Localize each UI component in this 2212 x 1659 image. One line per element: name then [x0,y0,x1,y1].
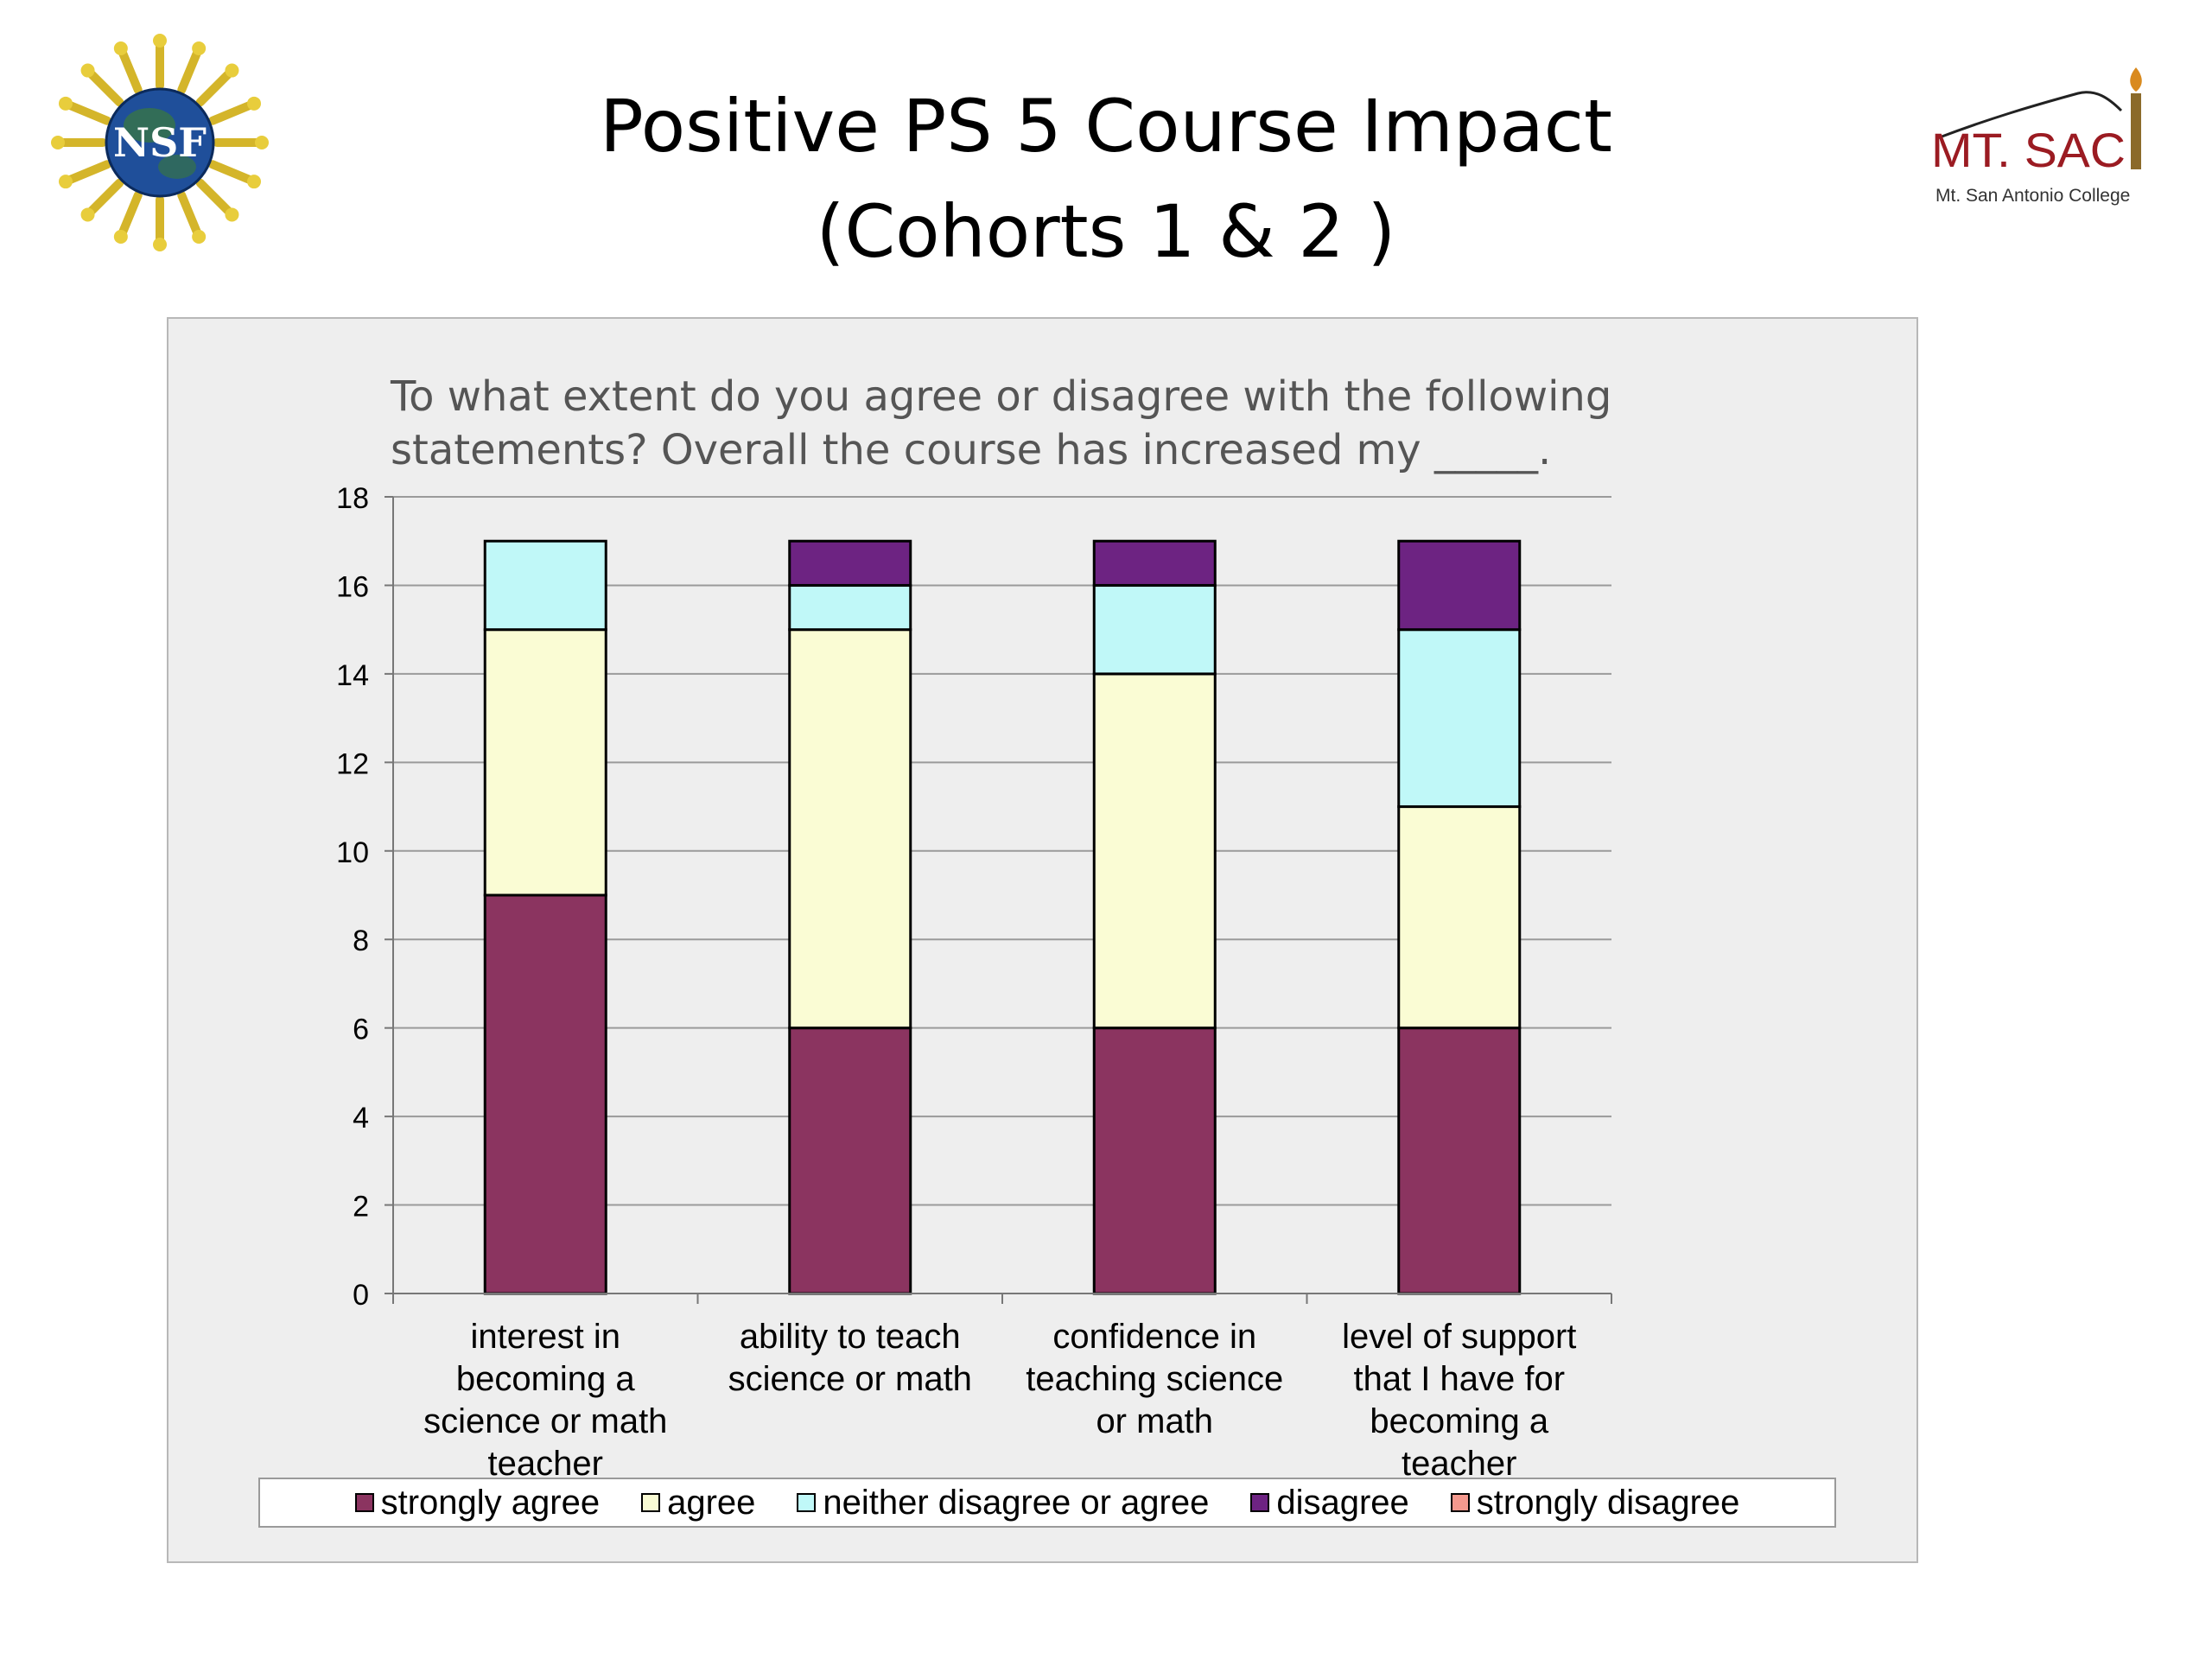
y-tick-label: 12 [336,747,369,780]
bar-segment-disagree [788,539,912,587]
legend-label: strongly disagree [1476,1483,1740,1522]
bar-segment-agree [483,628,607,897]
bar-segment-strongly-agree [483,893,607,1295]
y-tick-label: 4 [353,1102,369,1135]
mtsac-logo-subtext: Mt. San Antonio College [1936,186,2130,206]
slide-title-line-2: (Cohorts 1 & 2 ) [816,189,1396,274]
y-axis-ticks: 0 2 4 6 8 10 12 14 16 18 [336,482,393,1312]
legend-label: agree [667,1483,756,1522]
legend-item: strongly agree [354,1483,601,1522]
bar-segment-neither-disagree-or-agree [483,539,607,632]
bar-segment-strongly-agree [1092,1027,1217,1295]
bars [483,539,1522,1295]
mtsac-logo-text: MT. SAC [1931,123,2126,177]
bar-segment-disagree [1397,539,1522,632]
y-tick-label: 18 [336,482,369,515]
x-category-label: level of support that I have for becoming … [1342,1318,1576,1483]
bar-segment-strongly-agree [1397,1027,1522,1295]
x-category-label: interest in becoming a science or math teac… [423,1318,667,1483]
x-category-label: ability to teach science or math [728,1318,972,1398]
chart-legend: strongly agree agree neither disagree or a… [258,1478,1836,1528]
bar-segment-neither-disagree-or-agree [1092,583,1217,676]
nsf-logo: NSF [51,34,269,251]
chart-title-line-2: statements? Overall the course has incre… [391,426,1551,474]
bar-segment-agree [788,628,912,1030]
chart-title-line-1: To what extent do you agree or disagree … [390,372,1611,421]
y-tick-label: 10 [336,836,369,869]
mtsac-logo-torch [2131,93,2141,169]
bar-segment-neither-disagree-or-agree [1397,628,1522,809]
legend-item: neither disagree or agree [797,1484,1209,1522]
x-category-label: confidence in teaching science or math [1026,1318,1283,1440]
mtsac-logo-mountain [1936,91,2123,140]
legend-label: neither disagree or agree [823,1483,1210,1522]
legend-item: disagree [1250,1483,1409,1522]
slide-title-line-1: Positive PS 5 Course Impact [600,84,1612,168]
legend-swatch [641,1493,661,1512]
legend-label: strongly agree [380,1483,601,1522]
bar-segment-disagree [1092,539,1217,587]
y-tick-label: 14 [336,659,369,692]
x-axis [392,497,1612,1304]
bar-segment-strongly-agree [788,1027,912,1295]
y-tick-label: 0 [353,1279,369,1312]
y-tick-label: 8 [353,925,369,957]
bar-segment-agree [1397,805,1522,1030]
y-tick-label: 6 [353,1014,369,1046]
legend-item: agree [641,1484,755,1522]
slide-title: Positive PS 5 Course Impact (Cohorts 1 &… [0,73,2212,284]
legend-swatch [1450,1493,1470,1512]
legend-label: disagree [1276,1483,1409,1522]
nsf-logo-text: NSF [113,119,207,166]
y-tick-label: 2 [353,1191,369,1224]
x-axis-labels: interest in becoming a science or math teac… [423,1318,1576,1483]
bar-segment-agree [1092,672,1217,1030]
legend-swatch [797,1493,817,1512]
y-tick-label: 16 [336,570,369,603]
bar-segment-neither-disagree-or-agree [788,583,912,632]
nsf-logo-rays [51,34,269,251]
legend-item: strongly disagree [1450,1483,1740,1522]
legend-swatch [1250,1493,1270,1512]
mtsac-logo: MT. SAC Mt. San Antonio College [1931,67,2142,206]
legend-swatch [354,1493,374,1512]
